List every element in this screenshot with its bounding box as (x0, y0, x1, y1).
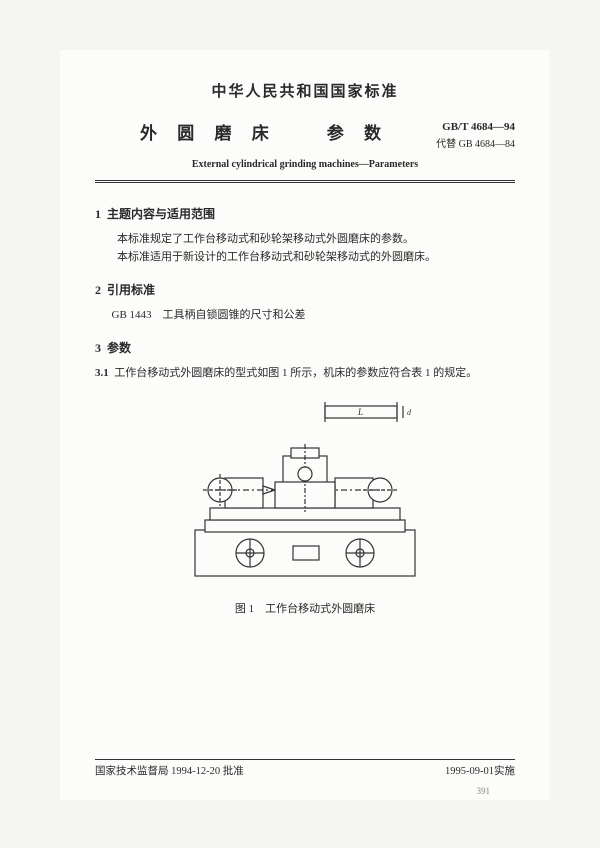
section-number: 2 (95, 283, 101, 297)
grinding-machine-diagram: L d (175, 400, 435, 590)
replaces-code: 代替 GB 4684—84 (436, 137, 515, 153)
page-footer: 国家技术监督局 1994-12-20 批准 1995-09-01实施 (95, 759, 515, 778)
dim-label-L: L (357, 407, 363, 417)
footer-divider (95, 759, 515, 760)
figure-caption: 图 1 工作台移动式外圆磨床 (95, 600, 515, 616)
section-2-p1: GB 1443 工具柄自锁圆锥的尺寸和公差 (112, 306, 516, 325)
document-page: 中华人民共和国国家标准 外 圆 磨 床 参 数 GB/T 4684—94 代替 … (60, 50, 550, 800)
footer-effective-date: 1995-09-01实施 (445, 763, 515, 778)
subtitle-english: External cylindrical grinding machines—P… (95, 159, 515, 170)
section-title: 参数 (107, 341, 131, 355)
subsection-text: 工作台移动式外圆磨床的型式如图 1 所示，机床的参数应符合表 1 的规定。 (114, 367, 477, 379)
section-number: 3 (95, 341, 101, 355)
divider-thin (95, 182, 515, 183)
section-3-heading: 3 参数 (95, 339, 515, 356)
main-title: 外 圆 磨 床 参 数 (140, 119, 389, 144)
standard-code-block: GB/T 4684—94 代替 GB 4684—84 (436, 119, 515, 153)
footer-approval: 国家技术监督局 1994-12-20 批准 (95, 763, 244, 778)
standard-code: GB/T 4684—94 (436, 119, 515, 137)
dim-label-d: d (407, 408, 412, 417)
section-2-heading: 2 引用标准 (95, 281, 515, 298)
section-1-p1: 本标准规定了工作台移动式和砂轮架移动式外圆磨床的参数。 (95, 230, 515, 249)
title-row: 外 圆 磨 床 参 数 GB/T 4684—94 代替 GB 4684—84 (95, 119, 515, 153)
section-1-heading: 1 主题内容与适用范围 (95, 205, 515, 222)
figure-1: L d (95, 400, 515, 616)
section-title: 主题内容与适用范围 (107, 207, 215, 221)
divider-thick (95, 180, 515, 181)
page-number: 391 (477, 786, 491, 796)
section-title: 引用标准 (107, 283, 155, 297)
section-1-p2: 本标准适用于新设计的工作台移动式和砂轮架移动式的外圆磨床。 (95, 248, 515, 267)
section-number: 1 (95, 207, 101, 221)
subsection-number: 3.1 (95, 367, 109, 379)
section-3-1: 3.1 工作台移动式外圆磨床的型式如图 1 所示，机床的参数应符合表 1 的规定… (95, 364, 515, 383)
national-standard-title: 中华人民共和国国家标准 (95, 80, 515, 101)
